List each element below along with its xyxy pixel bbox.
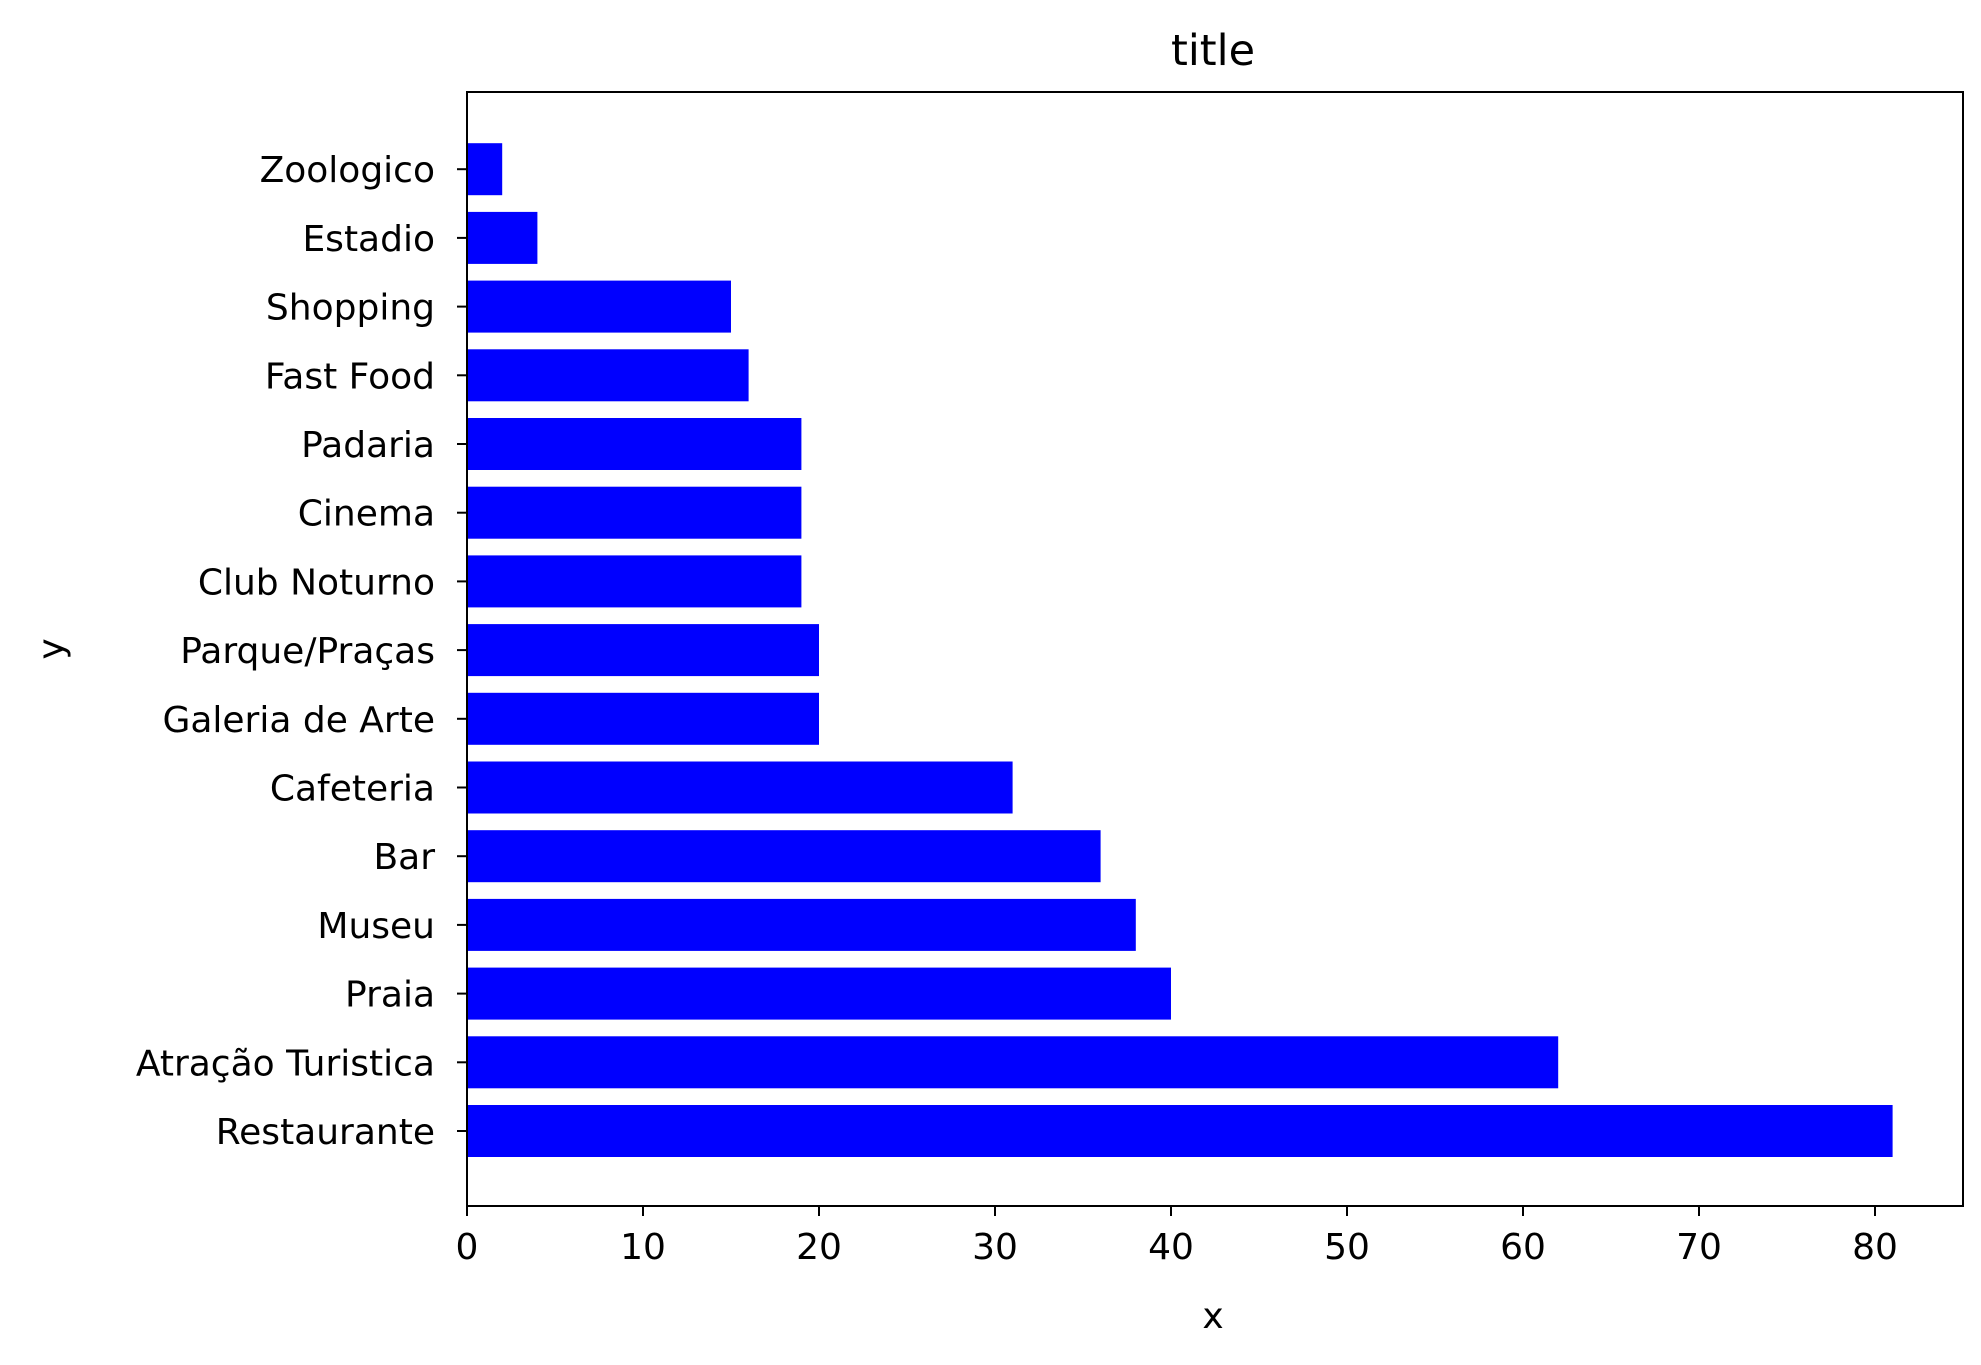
- bar-1: [467, 1036, 1559, 1089]
- x-tick-label-6: 60: [1500, 1227, 1546, 1268]
- y-tick-label-5: Cafeteria: [270, 769, 435, 810]
- y-tick-label-8: Club Noturno: [198, 562, 435, 603]
- y-tick-label-0: Restaurante: [216, 1112, 435, 1153]
- x-tick-label-5: 50: [1324, 1227, 1370, 1268]
- bars-layer: [467, 143, 1893, 1157]
- y-tick-label-14: Zoologico: [260, 150, 435, 191]
- bar-4: [467, 830, 1101, 883]
- y-tick-label-10: Padaria: [301, 425, 435, 466]
- bar-14: [467, 143, 503, 196]
- y-tick-label-2: Praia: [345, 975, 435, 1016]
- bar-9: [467, 486, 802, 539]
- x-axis-label: x: [1202, 1296, 1223, 1337]
- bar-12: [467, 280, 731, 333]
- plot-frame: [466, 91, 1964, 1207]
- x-tick-label-8: 80: [1852, 1227, 1898, 1268]
- bar-10: [467, 418, 802, 470]
- bar-11: [467, 349, 749, 402]
- y-tick-label-3: Museu: [317, 906, 435, 947]
- x-tick-label-7: 70: [1676, 1227, 1722, 1268]
- y-tick-label-9: Cinema: [298, 494, 435, 535]
- y-axis-label: y: [31, 638, 72, 659]
- bar-7: [467, 624, 819, 677]
- bar-8: [467, 555, 802, 608]
- y-tick-label-7: Parque/Praças: [180, 631, 435, 672]
- y-tick-label-4: Bar: [373, 837, 435, 878]
- chart-title: title: [1171, 26, 1255, 76]
- y-tick-label-11: Fast Food: [265, 356, 435, 397]
- bar-3: [467, 898, 1136, 951]
- bar-5: [467, 761, 1013, 814]
- x-tick-label-2: 20: [796, 1227, 842, 1268]
- y-tick-label-12: Shopping: [266, 288, 435, 329]
- bar-6: [467, 692, 819, 745]
- y-axis-ticks: Restaurante Atração Turistica Praia Museu Ba…: [136, 150, 467, 1153]
- y-tick-label-13: Estadio: [302, 219, 435, 260]
- x-tick-label-1: 10: [620, 1227, 666, 1268]
- bar-13: [467, 211, 538, 264]
- x-tick-label-4: 40: [1148, 1227, 1194, 1268]
- bar-2: [467, 967, 1171, 1020]
- x-axis-ticks: 0 10 20 30 40 50 60 70 80: [456, 1206, 1898, 1268]
- bar-0: [467, 1105, 1893, 1157]
- x-tick-label-0: 0: [456, 1227, 479, 1268]
- y-tick-label-1: Atração Turistica: [136, 1043, 435, 1084]
- x-tick-label-3: 30: [972, 1227, 1018, 1268]
- y-tick-label-6: Galeria de Arte: [162, 700, 435, 741]
